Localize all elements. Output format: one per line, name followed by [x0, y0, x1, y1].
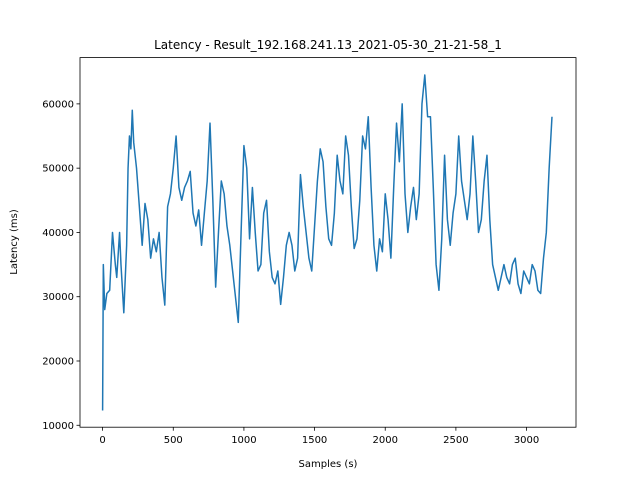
- x-tick-label: 3000: [514, 435, 539, 446]
- y-tick-label: 20000: [42, 356, 74, 367]
- x-tick-label: 1000: [231, 435, 256, 446]
- y-tick-label: 60000: [42, 99, 74, 110]
- x-tick-label: 1500: [302, 435, 327, 446]
- chart-title: Latency - Result_192.168.241.13_2021-05-…: [154, 38, 502, 52]
- y-tick-label: 10000: [42, 421, 74, 432]
- x-tick-label: 2000: [373, 435, 398, 446]
- x-tick-label: 500: [164, 435, 183, 446]
- x-tick-label: 2500: [443, 435, 468, 446]
- x-axis-label: Samples (s): [299, 459, 358, 470]
- y-axis-label: Latency (ms): [9, 209, 20, 275]
- x-tick-label: 0: [99, 435, 105, 446]
- y-tick-label: 30000: [42, 292, 74, 303]
- data-line: [101, 74, 553, 411]
- y-tick-label: 40000: [42, 228, 74, 239]
- y-tick-label: 50000: [42, 164, 74, 175]
- plot-frame: [79, 57, 577, 428]
